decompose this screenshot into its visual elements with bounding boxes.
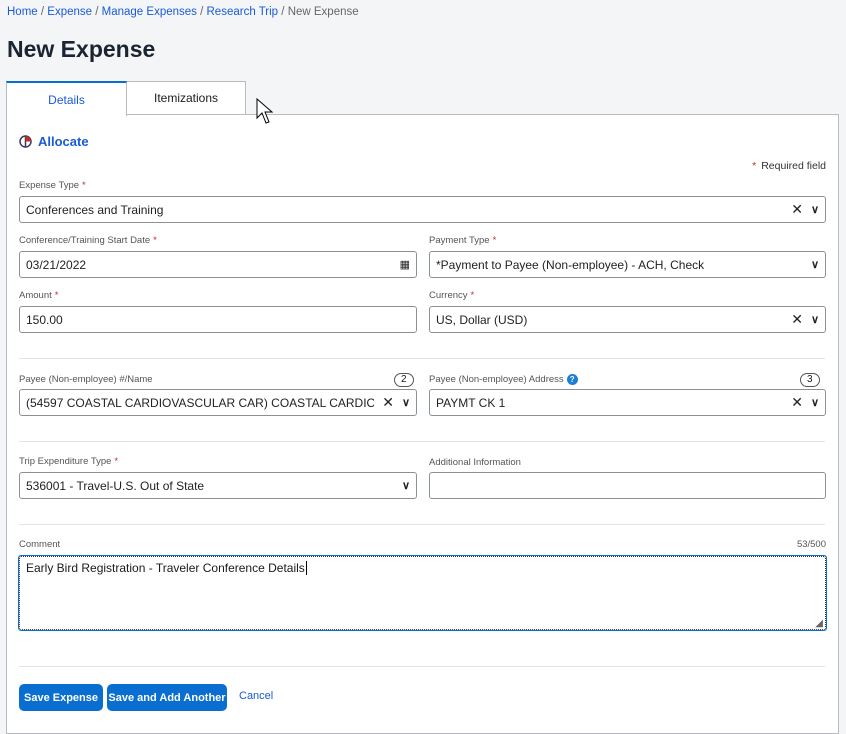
comment-textarea[interactable]: Early Bird Registration - Traveler Confe…: [18, 555, 827, 631]
cancel-link[interactable]: Cancel: [239, 690, 274, 702]
additional-info-label: Additional Information: [429, 457, 521, 468]
clear-icon[interactable]: ✕: [791, 394, 803, 410]
payee-address-count-badge: 3: [800, 373, 820, 387]
page-title: New Expense: [7, 36, 156, 62]
chevron-down-icon[interactable]: ∨: [810, 204, 819, 216]
breadcrumb-research-trip[interactable]: Research Trip: [206, 6, 279, 18]
comment-label: Comment: [19, 539, 61, 550]
divider: [19, 524, 825, 525]
mouse-cursor-icon: [256, 98, 274, 124]
payee-select[interactable]: (54597 COASTAL CARDIOVASCULAR CAR) COAST…: [19, 389, 417, 416]
currency-select[interactable]: US, Dollar (USD) ✕ ∨: [429, 306, 826, 333]
tab-itemizations[interactable]: Itemizations: [126, 81, 246, 115]
payee-address-label: Payee (Non-employee) Address?: [429, 374, 578, 385]
chevron-down-icon[interactable]: ∨: [401, 397, 410, 409]
chevron-down-icon[interactable]: ∨: [810, 314, 819, 326]
clear-icon[interactable]: ✕: [791, 201, 803, 217]
breadcrumb-current: New Expense: [287, 6, 359, 18]
trip-type-select[interactable]: 536001 - Travel-U.S. Out of State ∨: [19, 472, 417, 499]
breadcrumb: Home / Expense / Manage Expenses / Resea…: [7, 6, 359, 18]
allocate-link[interactable]: Allocate: [19, 134, 89, 149]
breadcrumb-expense[interactable]: Expense: [47, 6, 93, 18]
comment-char-counter: 53/500: [796, 539, 826, 550]
required-field-note: * Required field: [752, 160, 826, 172]
payment-type-select[interactable]: *Payment to Payee (Non-employee) - ACH, …: [429, 251, 826, 278]
save-and-add-another-button[interactable]: Save and Add Another: [107, 684, 227, 711]
amount-input[interactable]: 150.00: [19, 306, 417, 333]
additional-info-input[interactable]: [429, 472, 826, 499]
allocate-label: Allocate: [38, 134, 89, 149]
trip-type-label: Trip Expenditure Type *: [19, 456, 119, 467]
payee-address-select[interactable]: PAYMT CK 1 ✕ ∨: [429, 389, 826, 416]
chevron-down-icon[interactable]: ∨: [810, 397, 819, 409]
divider: [19, 441, 825, 442]
divider: [19, 666, 825, 667]
divider: [19, 358, 825, 359]
allocate-icon: [19, 135, 32, 148]
expense-type-select[interactable]: Conferences and Training ✕ ∨: [19, 196, 826, 223]
clear-icon[interactable]: ✕: [382, 394, 394, 410]
start-date-input[interactable]: 03/21/2022 ▦: [19, 251, 417, 278]
breadcrumb-home[interactable]: Home: [7, 6, 38, 18]
amount-label: Amount *: [19, 290, 59, 301]
currency-label: Currency *: [429, 290, 475, 301]
breadcrumb-manage-expenses[interactable]: Manage Expenses: [101, 6, 197, 18]
chevron-down-icon[interactable]: ∨: [810, 259, 819, 271]
calendar-icon[interactable]: ▦: [399, 259, 410, 271]
expense-type-label: Expense Type *: [19, 180, 86, 191]
chevron-down-icon[interactable]: ∨: [401, 480, 410, 492]
payment-type-label: Payment Type *: [429, 235, 497, 246]
resize-handle-icon[interactable]: ◢: [815, 618, 823, 629]
help-icon[interactable]: ?: [566, 374, 578, 385]
payee-label: Payee (Non-employee) #/Name: [19, 374, 153, 385]
clear-icon[interactable]: ✕: [791, 311, 803, 327]
start-date-label: Conference/Training Start Date *: [19, 235, 157, 246]
payee-count-badge: 2: [394, 373, 414, 387]
tab-details[interactable]: Details: [6, 81, 127, 116]
save-expense-button[interactable]: Save Expense: [19, 684, 103, 711]
